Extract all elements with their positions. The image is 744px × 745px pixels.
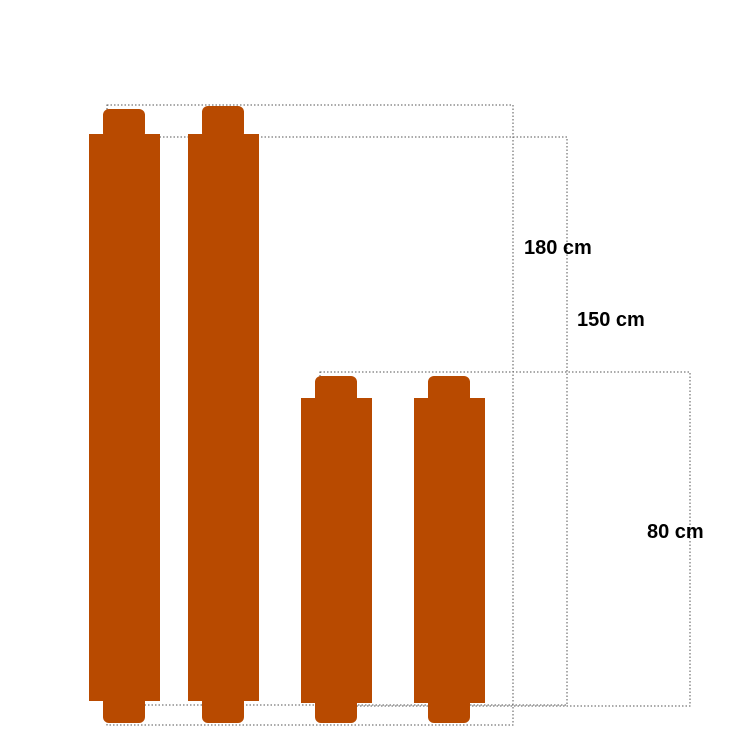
short-roll-2 xyxy=(414,376,485,723)
tall-roll-1-body xyxy=(89,134,160,701)
dimension-label-150: 150 cm xyxy=(577,309,645,331)
short-roll-2-body xyxy=(414,398,485,703)
tall-roll-2-top-core xyxy=(202,106,244,139)
short-roll-1-body xyxy=(301,398,372,703)
short-roll-1 xyxy=(301,376,372,723)
tall-roll-2-body xyxy=(188,134,259,701)
tall-roll-1-top-core xyxy=(103,109,145,139)
short-roll-1-top-core xyxy=(315,376,357,404)
dimension-label-80: 80 cm xyxy=(647,521,704,543)
dimension-box-180 xyxy=(106,104,514,726)
tall-roll-2 xyxy=(188,106,259,723)
dimension-box-80 xyxy=(319,371,691,707)
dimension-label-180: 180 cm xyxy=(524,237,592,259)
tall-roll-1 xyxy=(89,109,160,723)
short-roll-2-top-core xyxy=(428,376,470,404)
